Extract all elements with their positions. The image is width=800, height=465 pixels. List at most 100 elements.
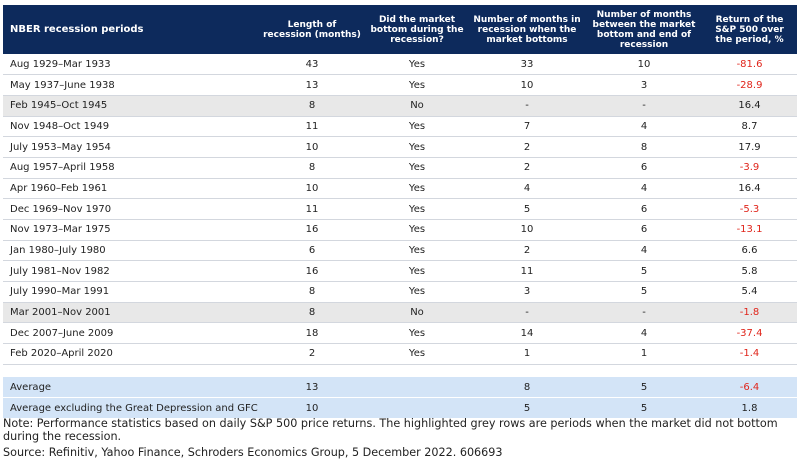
header-length: Length of recession (months): [258, 5, 366, 54]
cell-to-bottom: 5: [468, 198, 586, 220]
cell-length: 13: [258, 74, 366, 96]
cell-period: Feb 2020–April 2020: [3, 343, 258, 365]
source-line: Source: Refinitiv, Yahoo Finance, Schrod…: [3, 446, 503, 459]
cell-period: Dec 1969–Nov 1970: [3, 198, 258, 220]
cell-ret: 5.8: [702, 260, 797, 283]
table-row: Aug 1929–Mar 1933 43 Yes 33 10 -81.6: [3, 54, 797, 76]
cell-period: July 1953–May 1954: [3, 136, 258, 158]
cell-to-bottom: 11: [468, 260, 586, 283]
cell-bottom: No: [366, 95, 468, 117]
cell-period: July 1990–Mar 1991: [3, 281, 258, 303]
cell-to-bottom: 4: [468, 178, 586, 200]
cell-length: 8: [258, 281, 366, 303]
cell-to-bottom: 8: [468, 377, 586, 399]
cell-length: 8: [258, 302, 366, 324]
header-bottom: Did the market bottom during the recessi…: [366, 5, 468, 54]
cell-between: 3: [586, 74, 702, 96]
cell-bottom: Yes: [366, 281, 468, 303]
cell-length: 6: [258, 240, 366, 262]
cell-length: 2: [258, 343, 366, 365]
cell-between: 4: [586, 178, 702, 200]
cell-ret: -37.4: [702, 322, 797, 345]
cell-between: -: [586, 95, 702, 117]
cell-length: 10: [258, 178, 366, 200]
table-row: Dec 2007–June 2009 18 Yes 14 4 -37.4: [3, 322, 797, 345]
table-row: May 1937–June 1938 13 Yes 10 3 -28.9: [3, 74, 797, 96]
cell-bottom: Yes: [366, 157, 468, 179]
cell-bottom: Yes: [366, 116, 468, 138]
cell-to-bottom: 2: [468, 136, 586, 158]
cell-bottom: Yes: [366, 240, 468, 262]
cell-between: 5: [586, 281, 702, 303]
cell-period: Apr 1960–Feb 1961: [3, 178, 258, 200]
cell-period: Dec 2007–June 2009: [3, 322, 258, 345]
cell-between: 6: [586, 198, 702, 220]
cell-ret: -28.9: [702, 74, 797, 96]
cell-length: 18: [258, 322, 366, 345]
cell-length: 8: [258, 95, 366, 117]
footnote: Note: Performance statistics based on da…: [3, 417, 778, 443]
cell-bottom: No: [366, 302, 468, 324]
cell-bottom: Yes: [366, 322, 468, 345]
cell-ret: 6.6: [702, 240, 797, 262]
recession-table: NBER recession periods Length of recessi…: [3, 5, 797, 419]
cell-to-bottom: -: [468, 302, 586, 324]
cell-to-bottom: 10: [468, 74, 586, 96]
table-row: Mar 2001–Nov 2001 8 No - - -1.8: [3, 302, 797, 324]
cell-bottom: [366, 397, 468, 419]
cell-length: 8: [258, 157, 366, 179]
average-row: Average excluding the Great Depression a…: [3, 397, 797, 419]
cell-between: 6: [586, 219, 702, 241]
cell-to-bottom: 1: [468, 343, 586, 365]
cell-length: 11: [258, 116, 366, 138]
table-row: Feb 2020–April 2020 2 Yes 1 1 -1.4: [3, 343, 797, 365]
cell-ret: -6.4: [702, 377, 797, 399]
cell-between: 5: [586, 260, 702, 283]
cell-ret: 5.4: [702, 281, 797, 303]
cell-length: 13: [258, 377, 366, 399]
header-months-to-bottom: Number of months in recession when the m…: [468, 5, 586, 54]
cell-length: 10: [258, 397, 366, 419]
spacer-cell: [3, 364, 797, 378]
header-months-between: Number of months between the market bott…: [586, 5, 702, 54]
cell-length: 11: [258, 198, 366, 220]
table-row: July 1953–May 1954 10 Yes 2 8 17.9: [3, 136, 797, 158]
cell-ret: -1.8: [702, 302, 797, 324]
cell-period: Aug 1929–Mar 1933: [3, 54, 258, 76]
cell-between: 4: [586, 240, 702, 262]
cell-between: 5: [586, 397, 702, 419]
cell-bottom: Yes: [366, 54, 468, 76]
cell-period: Average: [3, 377, 258, 399]
cell-to-bottom: 2: [468, 157, 586, 179]
table-row: July 1990–Mar 1991 8 Yes 3 5 5.4: [3, 281, 797, 303]
cell-period: Mar 2001–Nov 2001: [3, 302, 258, 324]
table-row: Jan 1980–July 1980 6 Yes 2 4 6.6: [3, 240, 797, 262]
cell-bottom: Yes: [366, 260, 468, 283]
table-row: Feb 1945–Oct 1945 8 No - -16.4: [3, 95, 797, 117]
cell-to-bottom: 2: [468, 240, 586, 262]
cell-ret: 17.9: [702, 136, 797, 158]
cell-ret: 8.7: [702, 116, 797, 138]
cell-bottom: Yes: [366, 178, 468, 200]
cell-period: Nov 1948–Oct 1949: [3, 116, 258, 138]
cell-ret: -81.6: [702, 54, 797, 76]
cell-between: -: [586, 302, 702, 324]
cell-length: 43: [258, 54, 366, 76]
recession-table-container: NBER recession periods Length of recessi…: [3, 5, 797, 419]
cell-between: 10: [586, 54, 702, 76]
cell-bottom: Yes: [366, 198, 468, 220]
cell-length: 16: [258, 260, 366, 283]
cell-between: 4: [586, 116, 702, 138]
table-row: Nov 1948–Oct 1949 11 Yes 7 4 8.7: [3, 116, 797, 138]
average-row: Average 13 8 5 -6.4: [3, 377, 797, 399]
cell-ret: -5.3: [702, 198, 797, 220]
cell-bottom: [366, 377, 468, 399]
cell-period: Average excluding the Great Depression a…: [3, 397, 258, 419]
header-period: NBER recession periods: [3, 5, 258, 54]
cell-period: Jan 1980–July 1980: [3, 240, 258, 262]
cell-between: 1: [586, 343, 702, 365]
cell-ret: -3.9: [702, 157, 797, 179]
cell-ret: 16.4: [702, 178, 797, 200]
cell-between: 6: [586, 157, 702, 179]
cell-bottom: Yes: [366, 219, 468, 241]
